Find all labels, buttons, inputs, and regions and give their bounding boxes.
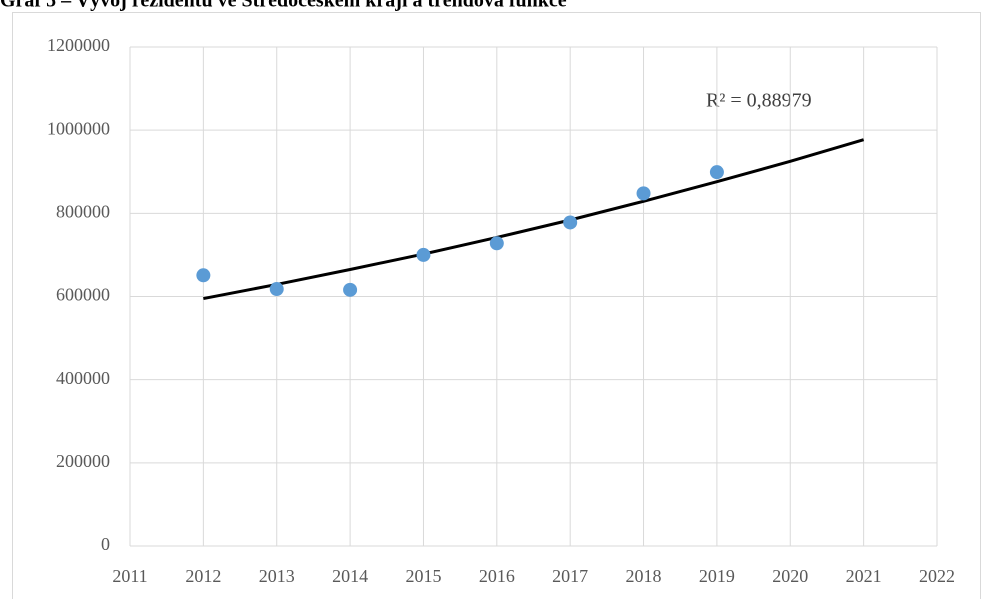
x-tick-label: 2019 (699, 566, 735, 586)
x-tick-label: 2011 (112, 566, 147, 586)
x-tick-label: 2020 (772, 566, 808, 586)
data-point (343, 282, 358, 297)
x-tick-label: 2018 (626, 566, 662, 586)
y-tick-label: 800000 (56, 201, 110, 221)
x-tick-label: 2021 (846, 566, 882, 586)
data-point (709, 165, 724, 180)
y-tick-label: 0 (101, 534, 110, 554)
data-point (196, 268, 211, 283)
x-tick-label: 2022 (919, 566, 955, 586)
x-tick-label: 2016 (479, 566, 515, 586)
y-tick-label: 400000 (56, 368, 110, 388)
r-squared: R² = 0,88979 (706, 90, 812, 112)
x-tick-label: 2014 (332, 566, 368, 586)
y-tick-label: 1200000 (47, 35, 110, 55)
data-point (269, 282, 284, 297)
data-point (416, 247, 431, 262)
y-tick-label: 200000 (56, 451, 110, 471)
data-point (489, 236, 504, 251)
y-tick-label: 600000 (56, 285, 110, 305)
y-tick-label: 1000000 (47, 118, 110, 138)
data-point (563, 215, 578, 230)
x-tick-label: 2017 (552, 566, 588, 586)
x-tick-label: 2013 (259, 566, 295, 586)
data-point (636, 186, 651, 201)
x-tick-label: 2015 (405, 566, 441, 586)
chart-title: Graf 5 – Vývoj rezidentů ve Středočeském… (0, 0, 567, 12)
trendline (203, 138, 865, 301)
x-tick-label: 2012 (185, 566, 221, 586)
